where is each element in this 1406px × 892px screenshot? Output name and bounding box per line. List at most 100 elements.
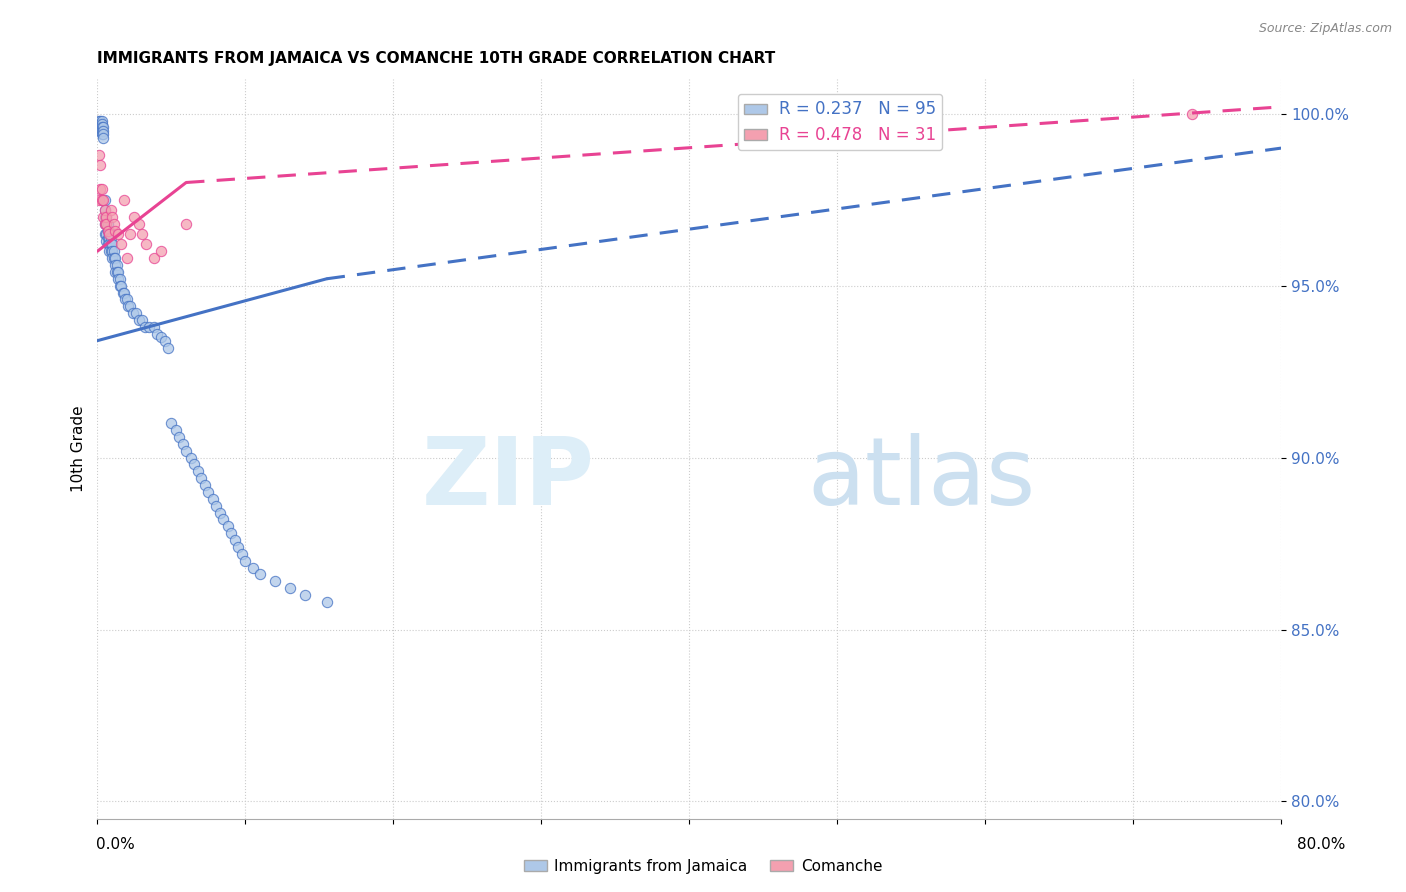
Point xyxy=(172,437,194,451)
Point xyxy=(91,210,114,224)
Point xyxy=(105,258,128,272)
Point xyxy=(98,230,121,244)
Point xyxy=(94,202,117,217)
Point xyxy=(104,251,127,265)
Text: 80.0%: 80.0% xyxy=(1298,838,1346,852)
Point xyxy=(174,217,197,231)
Point xyxy=(194,478,217,492)
Point xyxy=(142,251,165,265)
Point xyxy=(110,237,132,252)
Point xyxy=(94,210,117,224)
Point xyxy=(231,547,253,561)
Point xyxy=(278,581,301,595)
Point xyxy=(101,244,124,259)
Point xyxy=(149,244,172,259)
Point xyxy=(89,124,111,138)
Point xyxy=(97,224,120,238)
Point xyxy=(117,299,139,313)
Point xyxy=(101,251,124,265)
Point xyxy=(94,227,117,241)
Point xyxy=(98,244,121,259)
Point xyxy=(89,113,111,128)
Point xyxy=(89,158,111,172)
Point xyxy=(201,491,224,506)
Text: ZIP: ZIP xyxy=(422,433,595,524)
Point xyxy=(118,227,141,241)
Point xyxy=(91,124,114,138)
Point xyxy=(138,319,160,334)
Point xyxy=(212,512,235,526)
Point xyxy=(98,224,121,238)
Point xyxy=(87,120,110,135)
Point xyxy=(103,217,125,231)
Point xyxy=(183,458,205,472)
Point xyxy=(209,506,232,520)
Point xyxy=(315,595,337,609)
Point xyxy=(110,278,132,293)
Point xyxy=(128,217,150,231)
Point xyxy=(187,464,209,478)
Point xyxy=(90,117,112,131)
Point xyxy=(94,217,117,231)
Point xyxy=(134,319,156,334)
Point xyxy=(121,306,143,320)
Point xyxy=(91,128,114,142)
Point xyxy=(101,237,124,252)
Point xyxy=(108,272,131,286)
Point xyxy=(96,210,118,224)
Point xyxy=(98,227,121,241)
Point xyxy=(131,313,153,327)
Point xyxy=(294,588,316,602)
Point xyxy=(249,567,271,582)
Point xyxy=(104,224,127,238)
Point xyxy=(94,202,117,217)
Point xyxy=(131,227,153,241)
Point xyxy=(94,193,117,207)
Point xyxy=(124,210,146,224)
Point xyxy=(100,237,122,252)
Point xyxy=(264,574,287,589)
Point xyxy=(112,193,135,207)
Point xyxy=(233,554,256,568)
Point xyxy=(101,210,124,224)
Point xyxy=(174,443,197,458)
Point xyxy=(87,148,110,162)
Point xyxy=(107,272,129,286)
Point xyxy=(125,306,148,320)
Point xyxy=(108,278,131,293)
Point xyxy=(91,193,114,207)
Point xyxy=(96,217,118,231)
Point xyxy=(94,217,117,231)
Point xyxy=(114,293,136,307)
Point xyxy=(104,265,127,279)
Point xyxy=(96,227,118,241)
Point xyxy=(149,330,172,344)
Point xyxy=(142,319,165,334)
Point xyxy=(89,120,111,135)
Point xyxy=(115,293,138,307)
Point xyxy=(217,519,239,533)
Point xyxy=(90,124,112,138)
Point xyxy=(103,244,125,259)
Point xyxy=(96,217,118,231)
Point xyxy=(97,217,120,231)
Legend: R = 0.237   N = 95, R = 0.478   N = 31: R = 0.237 N = 95, R = 0.478 N = 31 xyxy=(738,95,942,150)
Point xyxy=(107,265,129,279)
Point xyxy=(157,341,180,355)
Point xyxy=(100,244,122,259)
Point xyxy=(90,193,112,207)
Text: IMMIGRANTS FROM JAMAICA VS COMANCHE 10TH GRADE CORRELATION CHART: IMMIGRANTS FROM JAMAICA VS COMANCHE 10TH… xyxy=(97,51,776,66)
Point xyxy=(96,234,118,248)
Point xyxy=(103,251,125,265)
Point xyxy=(89,182,111,196)
Point xyxy=(89,117,111,131)
Point xyxy=(105,265,128,279)
Point xyxy=(1181,107,1204,121)
Point xyxy=(100,230,122,244)
Point xyxy=(90,113,112,128)
Point xyxy=(104,258,127,272)
Point xyxy=(118,299,141,313)
Point xyxy=(180,450,202,465)
Point xyxy=(160,416,183,430)
Point xyxy=(90,120,112,135)
